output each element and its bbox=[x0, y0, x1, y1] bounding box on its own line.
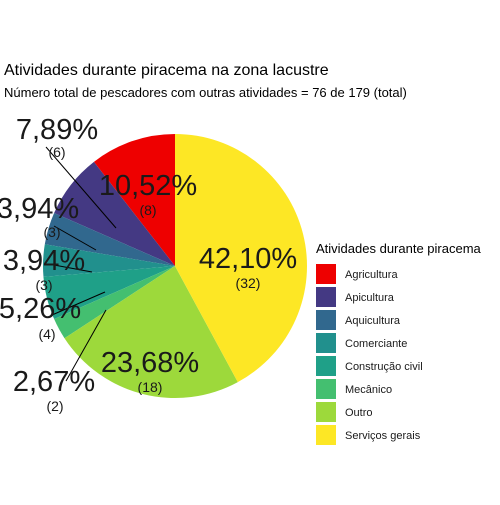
legend-swatch bbox=[316, 402, 336, 422]
legend-label: Aquicultura bbox=[345, 315, 401, 327]
leader-lines bbox=[45, 146, 117, 382]
slice-labels: 10,52%(8)7,89%(6)3,94%(3)3,94%(3)5,26%(4… bbox=[0, 114, 297, 414]
slice-count-label: (32) bbox=[236, 275, 261, 291]
slice-percent-label: 5,26% bbox=[0, 293, 81, 325]
legend-label: Construção civil bbox=[345, 361, 423, 373]
legend-label: Apicultura bbox=[345, 292, 395, 304]
slice-count-label: (6) bbox=[48, 144, 65, 160]
leader-line bbox=[53, 264, 93, 273]
slice-count-label: (3) bbox=[35, 277, 52, 293]
pie-slice-agricultura bbox=[93, 134, 175, 266]
leader-line bbox=[45, 146, 117, 229]
pie-slices bbox=[43, 134, 308, 398]
legend-label: Agricultura bbox=[345, 269, 398, 281]
pie-slice-constru-o-civil bbox=[43, 266, 175, 320]
legend-swatch bbox=[316, 310, 336, 330]
slice-percent-label: 3,94% bbox=[0, 193, 79, 225]
chart-subtitle: Número total de pescadores com outras at… bbox=[4, 85, 407, 100]
slice-percent-label: 10,52% bbox=[99, 170, 197, 202]
slice-count-label: (2) bbox=[46, 398, 63, 414]
slice-percent-label: 2,67% bbox=[13, 366, 95, 398]
slice-percent-label: 42,10% bbox=[199, 243, 297, 275]
slice-count-label: (18) bbox=[138, 379, 163, 395]
legend-label: Comerciante bbox=[345, 338, 407, 350]
slice-count-label: (4) bbox=[38, 326, 55, 342]
legend-label: Mecânico bbox=[345, 384, 392, 396]
slice-percent-label: 3,94% bbox=[3, 245, 85, 277]
chart-title: Atividades durante piracema na zona lacu… bbox=[4, 62, 329, 79]
slice-count-label: (3) bbox=[43, 224, 60, 240]
legend-swatch bbox=[316, 379, 336, 399]
leader-line bbox=[53, 225, 97, 251]
pie-slice-mec-nico bbox=[54, 266, 175, 339]
legend-swatch bbox=[316, 264, 336, 284]
legend-title: Atividades durante piracema bbox=[316, 241, 482, 256]
slice-percent-label: 7,89% bbox=[16, 114, 98, 146]
pie-slice-apicultura bbox=[54, 161, 175, 266]
legend-swatch bbox=[316, 333, 336, 353]
leader-line bbox=[65, 309, 107, 382]
pie-slice-outro bbox=[64, 266, 238, 398]
leader-line bbox=[51, 291, 106, 316]
slice-percent-label: 23,68% bbox=[101, 347, 199, 379]
legend-swatch bbox=[316, 425, 336, 445]
legend-swatch bbox=[316, 356, 336, 376]
pie-slice-servi-os-gerais bbox=[175, 134, 308, 383]
slice-count-label: (8) bbox=[139, 202, 156, 218]
pie-slice-aquicultura bbox=[44, 212, 175, 266]
legend-swatch bbox=[316, 287, 336, 307]
legend-label: Serviços gerais bbox=[345, 430, 421, 442]
legend: Atividades durante piracema Agricultura A… bbox=[316, 241, 482, 445]
legend-label: Outro bbox=[345, 407, 373, 419]
